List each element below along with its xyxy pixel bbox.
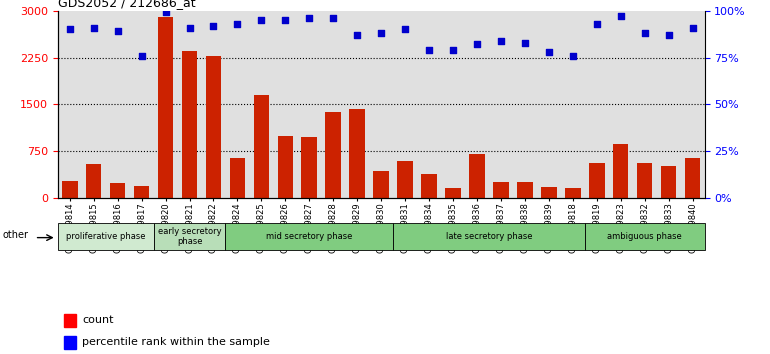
Point bbox=[447, 47, 459, 53]
Bar bbox=[421, 175, 437, 198]
Bar bbox=[373, 171, 389, 198]
Bar bbox=[350, 109, 365, 198]
Text: early secretory
phase: early secretory phase bbox=[158, 227, 221, 246]
Bar bbox=[153, 223, 226, 250]
Bar bbox=[206, 56, 221, 198]
Bar bbox=[541, 187, 557, 198]
Point bbox=[136, 53, 148, 58]
Text: other: other bbox=[3, 230, 29, 240]
Bar bbox=[253, 95, 270, 198]
Bar bbox=[62, 181, 78, 198]
Point bbox=[64, 27, 76, 32]
Bar bbox=[517, 182, 533, 198]
Text: proliferative phase: proliferative phase bbox=[66, 232, 146, 241]
Bar bbox=[226, 223, 393, 250]
Point bbox=[231, 21, 243, 27]
Bar bbox=[685, 158, 701, 198]
Bar bbox=[229, 158, 245, 198]
Point bbox=[495, 38, 507, 44]
Point bbox=[662, 32, 675, 38]
Bar bbox=[302, 137, 317, 198]
Bar bbox=[589, 162, 604, 198]
Bar bbox=[86, 165, 102, 198]
Bar bbox=[613, 144, 628, 198]
Bar bbox=[661, 166, 676, 198]
Point bbox=[399, 27, 411, 32]
Point bbox=[280, 17, 292, 23]
Bar bbox=[637, 163, 652, 198]
Point bbox=[375, 30, 387, 36]
Bar bbox=[58, 223, 153, 250]
Bar bbox=[110, 183, 126, 198]
Point bbox=[638, 30, 651, 36]
Bar bbox=[182, 51, 197, 198]
Bar bbox=[158, 17, 173, 198]
Point bbox=[351, 32, 363, 38]
Point bbox=[327, 15, 340, 21]
Point bbox=[255, 17, 267, 23]
Text: ambiguous phase: ambiguous phase bbox=[608, 232, 682, 241]
Bar bbox=[326, 112, 341, 198]
Point bbox=[543, 49, 555, 55]
Bar bbox=[565, 188, 581, 198]
Text: percentile rank within the sample: percentile rank within the sample bbox=[82, 337, 270, 348]
Bar bbox=[397, 161, 413, 198]
Bar bbox=[493, 182, 509, 198]
Point bbox=[470, 41, 483, 47]
Bar bbox=[469, 154, 485, 198]
Point bbox=[591, 21, 603, 27]
Text: mid secretory phase: mid secretory phase bbox=[266, 232, 353, 241]
Text: count: count bbox=[82, 315, 114, 325]
Point bbox=[159, 10, 172, 15]
Point bbox=[567, 53, 579, 58]
Bar bbox=[134, 186, 149, 198]
Point bbox=[423, 47, 435, 53]
Text: late secretory phase: late secretory phase bbox=[446, 232, 532, 241]
Bar bbox=[584, 223, 705, 250]
Bar bbox=[64, 314, 76, 327]
Bar bbox=[393, 223, 584, 250]
Point bbox=[88, 25, 100, 30]
Bar bbox=[445, 188, 460, 198]
Point bbox=[303, 15, 316, 21]
Point bbox=[112, 28, 124, 34]
Bar bbox=[277, 136, 293, 198]
Point bbox=[686, 25, 698, 30]
Point bbox=[519, 40, 531, 45]
Point bbox=[614, 13, 627, 19]
Bar bbox=[64, 336, 76, 349]
Point bbox=[207, 23, 219, 28]
Point bbox=[183, 25, 196, 30]
Text: GDS2052 / 212686_at: GDS2052 / 212686_at bbox=[58, 0, 196, 10]
